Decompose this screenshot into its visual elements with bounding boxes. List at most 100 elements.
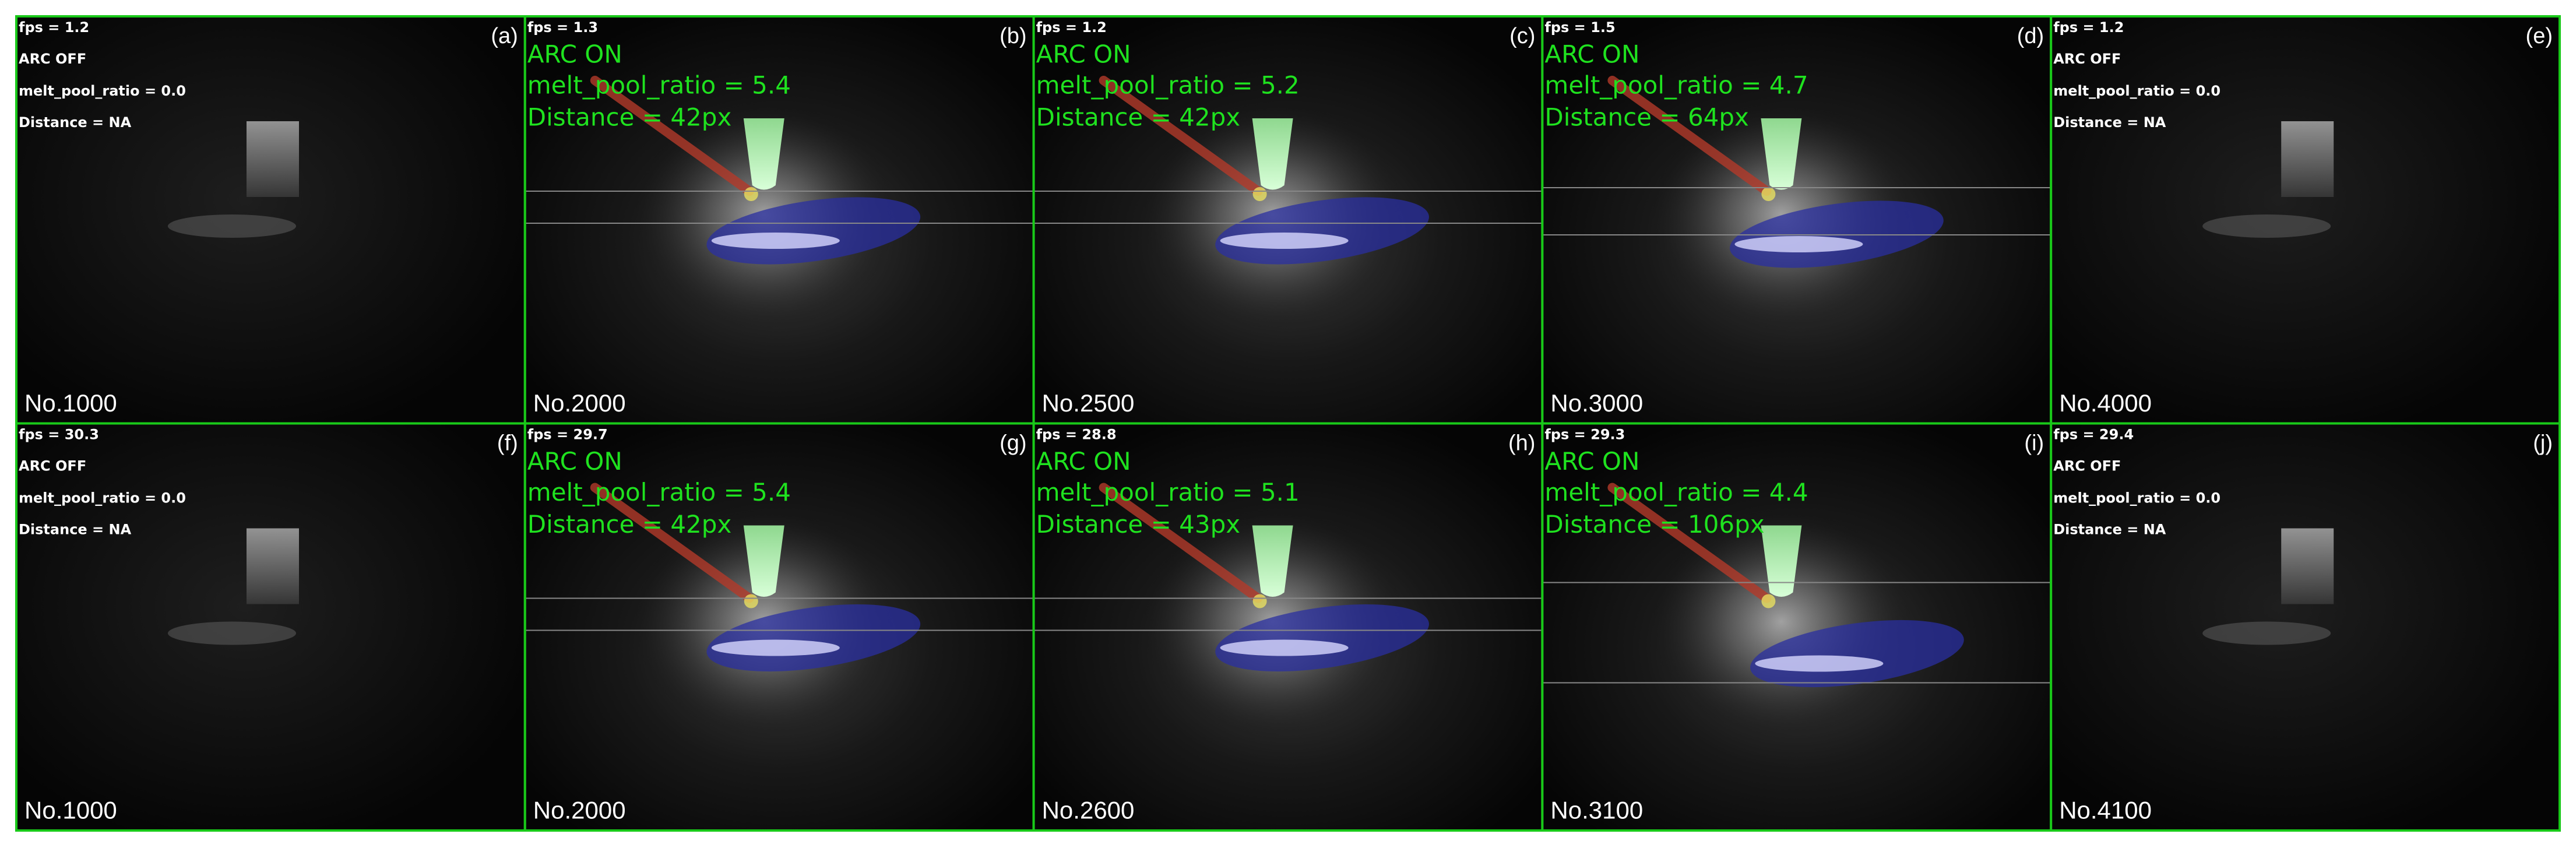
torch-shadow <box>2281 121 2334 197</box>
frame-panel: fps = 29.4 ARC OFF melt_pool_ratio = 0.0 Di… <box>2050 422 2561 832</box>
torch <box>1761 525 1802 597</box>
distance: Distance = 106px <box>1544 510 1764 539</box>
torch-shadow <box>247 528 299 604</box>
arc-point <box>744 594 758 608</box>
fps-label: fps = 29.7 <box>527 427 608 443</box>
panel-border <box>2050 422 2561 832</box>
fps-label: fps = 29.4 <box>2053 427 2134 443</box>
arc-status: ARC ON <box>527 40 622 69</box>
wire <box>590 483 754 603</box>
panel-tag: (a) <box>491 24 518 48</box>
melt-pool-core <box>711 233 840 249</box>
frame-number: No.1000 <box>24 797 117 824</box>
image-background <box>2051 423 2560 831</box>
distance: Distance = 42px <box>527 103 732 132</box>
melt-pool-core <box>1220 639 1349 656</box>
wire <box>590 76 754 196</box>
arc-status: ARC ON <box>1544 447 1639 476</box>
melt-pool-core <box>1734 236 1863 252</box>
distance: Distance = 42px <box>527 510 732 539</box>
melt-pool-ratio: melt_pool_ratio = 5.4 <box>527 71 791 100</box>
panel-tag: (e) <box>2526 24 2553 48</box>
frame-number: No.2500 <box>1042 389 1135 417</box>
panel-tag: (i) <box>2024 431 2044 456</box>
fps-label: fps = 1.2 <box>1036 19 1107 36</box>
image-background <box>2051 16 2560 424</box>
arc-point <box>1761 187 1776 201</box>
panel-tag: (j) <box>2533 431 2553 456</box>
panel-tag: (c) <box>1509 24 1535 48</box>
torch <box>743 118 784 190</box>
torch <box>1761 118 1802 190</box>
melt-pool-ratio: melt_pool_ratio = 0.0 <box>19 490 186 506</box>
frame-panel: fps = 1.2 ARC OFF melt_pool_ratio = 0.0 Dis… <box>2050 15 2561 425</box>
reflection <box>168 214 296 238</box>
melt-pool-ratio: melt_pool_ratio = 0.0 <box>19 83 186 99</box>
frame-number: No.2000 <box>533 389 626 417</box>
frame-panel: fps = 30.3 ARC OFF melt_pool_ratio = 0.0 Di… <box>15 422 526 832</box>
arc-status: ARC OFF <box>19 51 86 67</box>
frame-number: No.1000 <box>24 389 117 417</box>
melt-pool-ratio: melt_pool_ratio = 4.4 <box>1544 478 1808 506</box>
distance: Distance = 64px <box>1544 103 1749 132</box>
panel-tag: (d) <box>2017 24 2044 48</box>
arc-status: ARC ON <box>1036 447 1131 476</box>
melt-pool-ratio: melt_pool_ratio = 0.0 <box>2053 490 2220 506</box>
arc-point <box>744 187 758 201</box>
arc-point <box>1761 594 1776 608</box>
fps-label: fps = 1.3 <box>527 19 598 36</box>
arc-point <box>1252 187 1267 201</box>
frame-number: No.3000 <box>1550 389 1643 417</box>
torch <box>1252 118 1293 190</box>
melt-pool-ratio: melt_pool_ratio = 5.2 <box>1036 71 1300 100</box>
torch-shadow <box>247 121 299 197</box>
arc-status: ARC ON <box>527 447 622 476</box>
frame-number: No.2000 <box>533 797 626 824</box>
torch-shadow <box>2281 528 2334 604</box>
frame-number: No.2600 <box>1042 797 1135 824</box>
distance: Distance = NA <box>2053 114 2166 131</box>
fps-label: fps = 28.8 <box>1036 427 1117 443</box>
melt-pool-ratio: melt_pool_ratio = 5.4 <box>527 478 791 506</box>
arc-status: ARC OFF <box>19 458 86 474</box>
distance: Distance = NA <box>19 114 132 131</box>
torch <box>1252 525 1293 597</box>
melt-pool-ratio: melt_pool_ratio = 5.1 <box>1036 478 1300 506</box>
panel-tag: (g) <box>1000 431 1026 456</box>
frame-panel: fps = 1.2 ARC OFF melt_pool_ratio = 0.0 Dis… <box>15 15 526 425</box>
fps-label: fps = 30.3 <box>19 427 99 443</box>
frame-number: No.4000 <box>2059 389 2152 417</box>
distance: Distance = 43px <box>1036 510 1241 539</box>
panel-tag: (f) <box>497 431 518 456</box>
wire <box>1607 76 1772 196</box>
melt-pool-core <box>711 639 840 656</box>
image-background <box>16 16 525 424</box>
distance: Distance = NA <box>19 522 132 538</box>
wire <box>1099 76 1263 196</box>
melt-pool-ratio: melt_pool_ratio = 4.7 <box>1544 71 1808 100</box>
fps-label: fps = 1.5 <box>1544 19 1615 36</box>
reflection <box>2202 214 2331 238</box>
panel-tag: (b) <box>1000 24 1026 48</box>
arc-point <box>1252 594 1267 608</box>
panel-tag: (h) <box>1508 431 1535 456</box>
arc-status: ARC OFF <box>2053 51 2121 67</box>
distance: Distance = 42px <box>1036 103 1241 132</box>
fps-label: fps = 1.2 <box>2053 19 2124 36</box>
melt-pool-core <box>1755 655 1884 672</box>
reflection <box>168 621 296 645</box>
distance: Distance = NA <box>2053 522 2166 538</box>
image-background <box>16 423 525 831</box>
wire <box>1607 483 1772 603</box>
wire <box>1099 483 1263 603</box>
frame-number: No.3100 <box>1550 797 1643 824</box>
melt-pool-core <box>1220 233 1349 249</box>
arc-status: ARC OFF <box>2053 458 2121 474</box>
arc-status: ARC ON <box>1544 40 1639 69</box>
